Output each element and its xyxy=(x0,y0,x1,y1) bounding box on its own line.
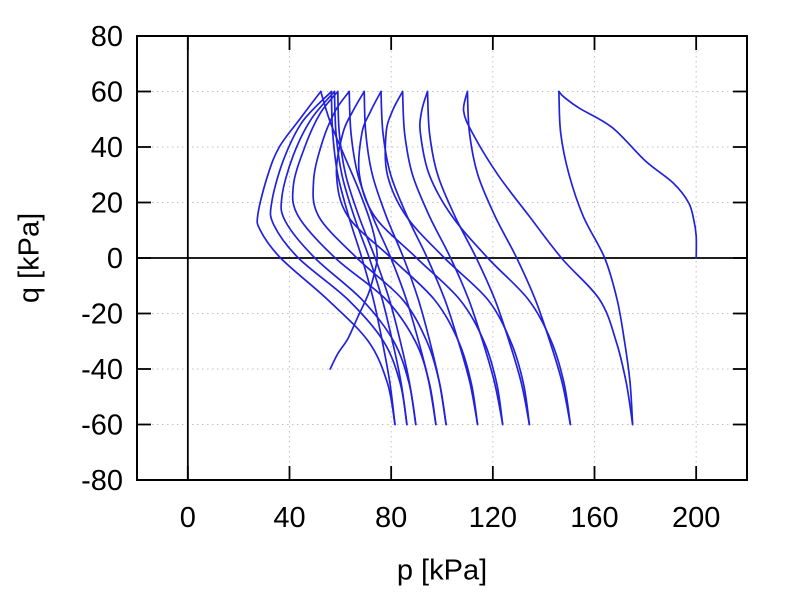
y-tick-label: -80 xyxy=(81,465,123,497)
stress-path-curve xyxy=(333,90,408,426)
stress-path-curve xyxy=(269,90,408,426)
stress-path-curve xyxy=(419,90,572,426)
y-tick-label: -40 xyxy=(81,354,123,386)
x-axis-label: p [kPa] xyxy=(396,554,488,587)
stress-path-curve xyxy=(330,90,396,426)
y-tick-label: 0 xyxy=(107,243,123,275)
stress-path-curve xyxy=(426,90,531,426)
y-tick-label: -20 xyxy=(81,299,123,331)
y-tick-label: 40 xyxy=(91,132,123,164)
x-tick-label: 40 xyxy=(273,502,305,534)
x-tick-label: 160 xyxy=(570,502,618,534)
x-tick-label: 0 xyxy=(180,502,196,534)
stress-path-curve xyxy=(357,90,504,426)
stress-path-curve xyxy=(312,90,447,426)
stress-path-curve xyxy=(319,90,379,370)
stress-path-curve xyxy=(256,90,396,426)
stress-path-curve xyxy=(558,90,634,426)
y-tick-label: 60 xyxy=(91,77,123,109)
stress-path-curve xyxy=(384,90,531,426)
stress-path-curve xyxy=(462,90,634,426)
y-tick-label: 80 xyxy=(91,21,123,53)
x-tick-label: 120 xyxy=(469,502,517,534)
y-axis-label: q [kPa] xyxy=(13,212,46,304)
stress-path-curve xyxy=(466,90,572,426)
x-tick-label: 80 xyxy=(375,502,407,534)
x-tick-label: 200 xyxy=(672,502,720,534)
y-tick-label: -60 xyxy=(81,410,123,442)
stress-path-curve xyxy=(291,90,437,426)
stress-path-curve xyxy=(280,90,417,426)
stress-path-curve xyxy=(380,90,479,426)
y-tick-label: 20 xyxy=(91,188,123,220)
stress-path-curve xyxy=(401,90,504,426)
stress-path-curve xyxy=(558,90,698,259)
